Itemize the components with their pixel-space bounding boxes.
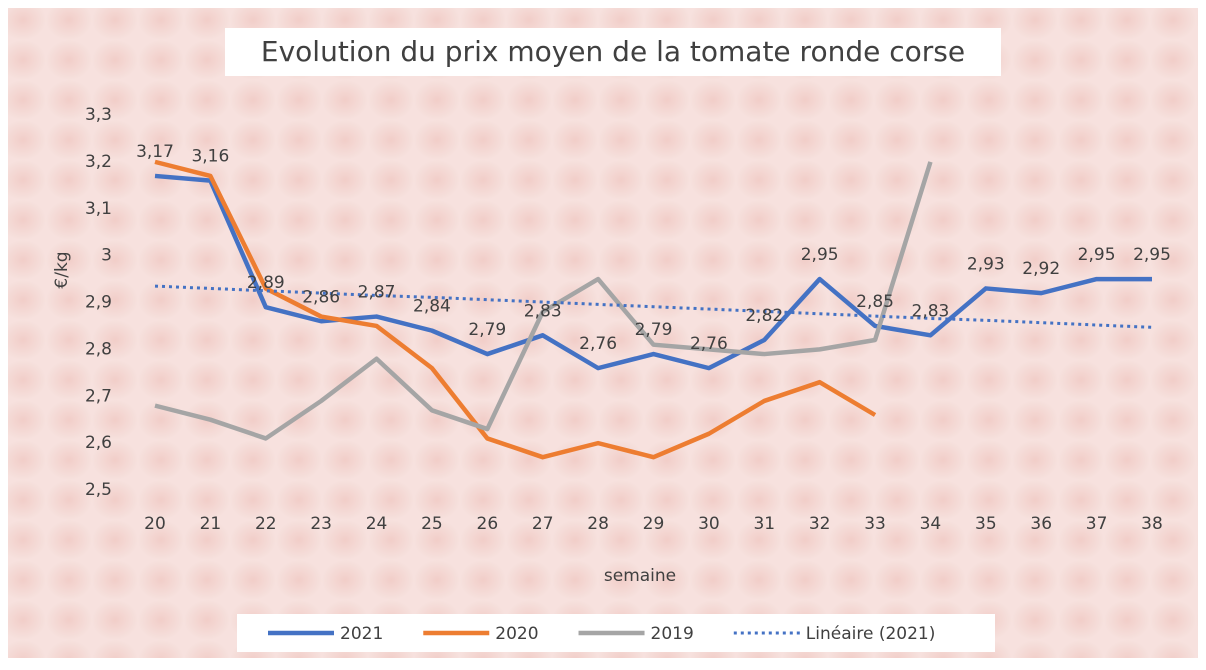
x-tick-label: 20 — [144, 514, 166, 534]
y-tick-label: 3 — [101, 246, 112, 266]
data-label: 2,93 — [967, 254, 1005, 274]
x-tick-label: 37 — [1086, 514, 1108, 534]
x-tick-label: 28 — [587, 514, 609, 534]
x-tick-label: 25 — [421, 514, 443, 534]
legend-label: 2021 — [340, 624, 383, 644]
data-label: 3,16 — [191, 147, 229, 167]
data-label: 2,95 — [1078, 245, 1116, 265]
x-tick-label: 21 — [200, 514, 222, 534]
x-tick-label: 34 — [920, 514, 942, 534]
x-tick-label: 33 — [864, 514, 886, 534]
background-overlay — [8, 8, 1198, 658]
x-tick-label: 23 — [310, 514, 332, 534]
data-label: 3,17 — [136, 142, 174, 162]
legend-label: 2019 — [651, 624, 694, 644]
y-axis-label: €/kg — [52, 251, 72, 288]
y-tick-label: 2,8 — [85, 339, 112, 359]
x-axis-label: semaine — [604, 566, 676, 586]
x-tick-label: 30 — [698, 514, 720, 534]
y-tick-label: 2,5 — [85, 480, 112, 500]
data-label: 2,83 — [524, 301, 562, 321]
data-label: 2,83 — [912, 301, 950, 321]
x-tick-label: 24 — [366, 514, 388, 534]
x-tick-label: 22 — [255, 514, 277, 534]
data-label: 2,87 — [358, 283, 396, 303]
chart-title: Evolution du prix moyen de la tomate ron… — [261, 35, 965, 68]
x-tick-label: 27 — [532, 514, 554, 534]
data-label: 2,79 — [635, 320, 673, 340]
y-tick-label: 3,3 — [85, 105, 112, 125]
data-label: 2,82 — [745, 306, 783, 326]
data-label: 2,76 — [579, 334, 617, 354]
y-tick-label: 2,7 — [85, 386, 112, 406]
data-label: 2,95 — [801, 245, 839, 265]
data-label: 2,95 — [1133, 245, 1171, 265]
y-tick-label: 2,9 — [85, 293, 112, 313]
x-tick-label: 31 — [753, 514, 775, 534]
data-label: 2,86 — [302, 287, 340, 307]
legend-label: 2020 — [495, 624, 538, 644]
x-tick-label: 35 — [975, 514, 997, 534]
x-tick-label: 38 — [1141, 514, 1163, 534]
legend-label: Linéaire (2021) — [806, 624, 936, 644]
data-label: 2,89 — [247, 273, 285, 293]
data-label: 2,92 — [1022, 259, 1060, 279]
x-tick-label: 36 — [1030, 514, 1052, 534]
y-tick-label: 3,2 — [85, 152, 112, 172]
y-tick-label: 2,6 — [85, 433, 112, 453]
data-label: 2,85 — [856, 292, 894, 312]
x-tick-label: 26 — [477, 514, 499, 534]
y-tick-label: 3,1 — [85, 199, 112, 219]
x-tick-label: 32 — [809, 514, 831, 534]
data-label: 2,84 — [413, 297, 451, 317]
data-label: 2,76 — [690, 334, 728, 354]
x-tick-label: 29 — [643, 514, 665, 534]
data-label: 2,79 — [468, 320, 506, 340]
chart: Evolution du prix moyen de la tomate ron… — [0, 0, 1206, 666]
page: {"chart_data": {"type": "line", "title":… — [0, 0, 1206, 670]
